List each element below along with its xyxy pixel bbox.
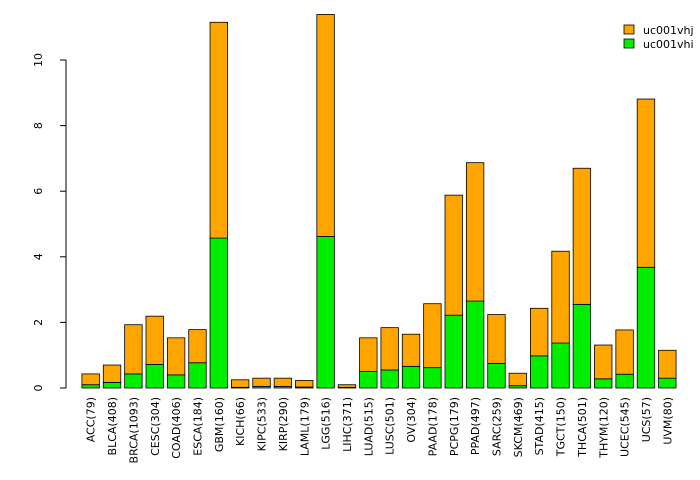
bar-uc001vhj-9 [273, 377, 293, 387]
bars-group [81, 14, 677, 389]
bar-uc001vhi-15 [401, 365, 421, 389]
bar-uc001vhi-1 [102, 382, 122, 389]
legend-swatch-uc001vhj [623, 24, 635, 35]
x-tick-label: PCPG(179) [448, 397, 461, 456]
bar-uc001vhj-7 [231, 379, 250, 388]
x-tick-label: SKCM(469) [512, 397, 525, 457]
bar-uc001vhi-4 [166, 374, 186, 389]
x-tick-label: LIHC(371) [341, 397, 354, 452]
x-axis-labels: ACC(79) BLCA(408) BRCA(1093) CESC(304) COAD(… [85, 397, 675, 463]
bar-uc001vhj-5 [188, 329, 207, 364]
y-tick-label: 10 [32, 53, 45, 67]
x-tick-label: BRCA(1093) [127, 397, 140, 463]
x-tick-label: LUSC(501) [384, 397, 397, 455]
y-tick-label: 6 [32, 188, 45, 195]
y-tick-label: 8 [32, 122, 45, 129]
bar-uc001vhi-13 [359, 371, 378, 389]
bar-uc001vhj-15 [401, 333, 421, 367]
bar-uc001vhj-0 [81, 373, 100, 386]
bar-uc001vhi-2 [124, 373, 143, 389]
bar-uc001vhi-26 [636, 266, 656, 389]
x-tick-label: OV(304) [405, 397, 418, 443]
bar-uc001vhj-27 [658, 349, 677, 379]
bar-uc001vhj-14 [380, 327, 399, 371]
bar-uc001vhi-23 [572, 303, 592, 389]
bar-uc001vhi-24 [594, 378, 613, 389]
bar-uc001vhj-16 [423, 303, 442, 369]
bar-uc001vhj-23 [572, 167, 592, 305]
x-tick-label: UVM(80) [661, 397, 674, 445]
x-tick-label: CESC(304) [149, 397, 162, 456]
bar-uc001vhi-0 [81, 384, 100, 389]
bar-uc001vhj-22 [551, 250, 570, 344]
legend-label-uc001vhj: uc001vhj [643, 24, 694, 37]
bar-uc001vhj-1 [102, 364, 122, 383]
bar-uc001vhj-20 [508, 372, 527, 387]
bar-uc001vhi-16 [423, 367, 442, 389]
x-tick-label: KICH(66) [234, 397, 247, 446]
bar-uc001vhi-3 [145, 363, 164, 389]
y-tick-label: 2 [32, 319, 45, 326]
x-tick-label: LUAD(515) [362, 397, 375, 456]
x-tick-label: SARC(259) [490, 397, 503, 456]
bar-uc001vhj-10 [295, 380, 314, 388]
legend-label-uc001vhi: uc001vhi [643, 38, 694, 51]
x-tick-label: BLCA(408) [106, 397, 119, 455]
x-tick-label: UCS(57) [640, 397, 653, 442]
x-tick-label: GBM(160) [213, 397, 226, 452]
bar-uc001vhi-21 [530, 355, 549, 389]
bar-uc001vhi-17 [444, 314, 463, 389]
bar-uc001vhj-12 [337, 384, 357, 388]
y-axis: 0 2 4 6 8 10 [32, 53, 67, 392]
bar-uc001vhi-11 [316, 236, 335, 389]
bar-uc001vhj-21 [530, 307, 549, 357]
bar-uc001vhj-26 [636, 98, 656, 268]
bar-uc001vhj-18 [465, 162, 485, 302]
x-tick-label: PAAD(178) [426, 397, 439, 456]
bar-uc001vhj-13 [359, 337, 378, 373]
bar-uc001vhi-18 [465, 300, 485, 389]
x-tick-label: KIPC(533) [256, 397, 269, 451]
legend-swatch-uc001vhi [623, 38, 635, 49]
bar-uc001vhi-22 [551, 342, 570, 389]
bar-uc001vhi-14 [380, 369, 399, 389]
x-tick-label: PPAD(497) [469, 397, 482, 455]
bar-uc001vhj-4 [166, 337, 186, 376]
bar-uc001vhj-2 [124, 324, 143, 375]
x-tick-label: STAD(415) [533, 397, 546, 455]
bar-uc001vhj-24 [594, 344, 613, 380]
x-tick-label: COAD(406) [170, 397, 183, 459]
x-tick-label: ESCA(184) [191, 397, 204, 456]
x-tick-label: UCEC(545) [619, 397, 632, 457]
bar-uc001vhj-25 [615, 329, 634, 375]
x-tick-label: LAML(179) [298, 397, 311, 456]
bar-uc001vhi-19 [487, 362, 506, 389]
bar-uc001vhi-27 [658, 377, 677, 389]
x-tick-label: ACC(79) [85, 397, 98, 442]
bar-uc001vhj-8 [252, 377, 271, 387]
x-tick-label: TGCT(150) [555, 397, 568, 457]
bar-uc001vhj-6 [209, 21, 228, 239]
bar-uc001vhj-17 [444, 194, 463, 316]
y-tick-label: 0 [32, 385, 45, 392]
bar-uc001vhj-3 [145, 315, 164, 365]
x-tick-label: THCA(501) [576, 397, 589, 458]
x-tick-label: THYM(120) [597, 397, 610, 459]
bar-uc001vhj-11 [316, 14, 335, 237]
bar-uc001vhi-25 [615, 373, 634, 389]
x-tick-label: KIRP(290) [277, 397, 290, 451]
x-tick-label: LGG(516) [320, 397, 333, 450]
bar-uc001vhi-5 [188, 362, 207, 389]
bar-uc001vhi-6 [209, 237, 228, 389]
bar-uc001vhj-19 [487, 314, 506, 364]
y-tick-label: 4 [32, 253, 45, 260]
